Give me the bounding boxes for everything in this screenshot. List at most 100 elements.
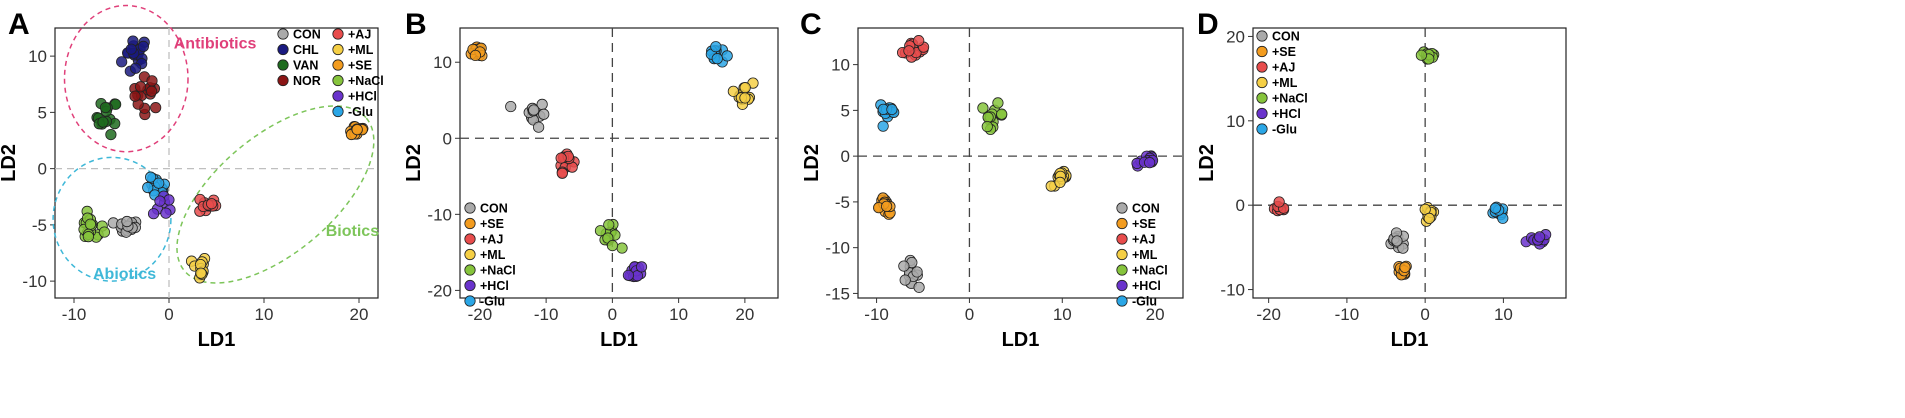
point-plus-nacl — [603, 219, 615, 231]
point-minus-glu — [877, 120, 889, 132]
x-tick-label: -10 — [1335, 305, 1360, 324]
legend-label-van: VAN — [293, 59, 318, 73]
points-layer — [465, 41, 759, 283]
point-con — [1397, 242, 1409, 254]
legend-marker-plus-nacl — [464, 264, 476, 276]
point-plus-ml — [1054, 176, 1066, 189]
y-axis-title: LD2 — [0, 144, 20, 182]
legend-marker-plus-hcl — [332, 90, 344, 102]
legend-label-plus-ml: +ML — [1272, 76, 1298, 90]
point-minus-glu — [721, 50, 733, 62]
y-tick-label: 10 — [28, 47, 47, 66]
point-nor — [146, 75, 158, 87]
x-tick-label: 10 — [669, 305, 688, 324]
point-van — [97, 116, 109, 128]
point-plus-hcl — [635, 261, 648, 273]
x-tick-label: -10 — [534, 305, 559, 324]
point-plus-nacl — [98, 226, 110, 238]
legend-marker-nor — [277, 74, 289, 87]
x-axis-title: LD1 — [600, 329, 638, 351]
legend-marker-plus-se — [1256, 45, 1268, 58]
y-axis-title: LD2 — [1196, 144, 1218, 182]
plot-frame — [857, 27, 1184, 299]
point-plus-nacl — [616, 242, 628, 254]
point-nor — [129, 90, 141, 102]
region-ellipse-antibiotics — [63, 4, 189, 153]
x-axis-title: LD1 — [1002, 329, 1040, 351]
point-plus-aj — [205, 198, 218, 210]
legend-marker-plus-hcl — [1116, 279, 1128, 292]
legend-marker-plus-aj — [332, 28, 344, 40]
point-con — [911, 266, 923, 278]
x-tick-label: -10 — [62, 305, 87, 324]
legend-label-con: CON — [480, 202, 508, 216]
point-con — [121, 215, 133, 228]
region-ellipse-biotics — [176, 105, 375, 284]
point-plus-se — [1399, 261, 1411, 273]
point-plus-nacl — [992, 97, 1004, 109]
point-plus-hcl — [147, 208, 160, 220]
legend-label-plus-se: +SE — [1132, 217, 1156, 231]
point-plus-se — [351, 124, 363, 136]
legend-label-plus-aj: +AJ — [1132, 233, 1155, 247]
panel-label: C — [800, 8, 822, 41]
plot-frame — [459, 27, 779, 299]
legend-marker-van — [277, 59, 289, 71]
point-plus-nacl — [1415, 49, 1427, 61]
y-tick-label: 0 — [443, 129, 452, 148]
points-layer — [78, 35, 369, 284]
point-plus-se — [469, 49, 482, 62]
point-chl — [116, 56, 128, 68]
y-tick-label: -5 — [32, 216, 47, 235]
point-con — [913, 281, 925, 293]
x-tick-label: -10 — [864, 305, 889, 324]
legend-label-con: CON — [293, 28, 321, 42]
plot-frame — [54, 27, 379, 299]
x-tick-label: -20 — [468, 305, 493, 324]
panel-b: B -20 -10 0 10 20 10 0 -10 -20 LD1 LD2 CON+SE +AJ+ML +… — [403, 8, 779, 351]
point-plus-ml — [195, 267, 207, 279]
point-plus-hcl — [1144, 157, 1156, 169]
legend-marker-plus-nacl — [1256, 92, 1268, 104]
legend-label-plus-aj: +AJ — [348, 28, 371, 42]
point-con — [898, 260, 910, 272]
x-tick-label: 10 — [1494, 305, 1513, 324]
y-tick-label: -5 — [835, 193, 850, 212]
points-layer — [873, 35, 1159, 293]
legend-label-chl: CHL — [293, 43, 319, 57]
x-tick-label: 0 — [164, 305, 173, 324]
point-plus-aj — [1273, 196, 1285, 208]
y-tick-label: 0 — [1236, 196, 1245, 215]
point-plus-hcl — [1534, 231, 1546, 243]
legend-marker-con — [464, 202, 476, 214]
legend-marker-con — [1116, 202, 1128, 214]
legend-marker-plus-ml — [1116, 248, 1128, 261]
point-minus-glu — [711, 53, 723, 65]
legend-marker-plus-nacl — [332, 74, 344, 87]
panel-a: A -10 0 10 20 10 5 0 -5 -10 LD1 LD2 Antibiotics Abiot… — [0, 4, 384, 351]
legend-label-plus-hcl: +HCl — [1132, 279, 1161, 293]
point-plus-aj — [555, 152, 567, 164]
point-plus-aj — [556, 167, 568, 179]
legend-label-plus-nacl: +NaCl — [1132, 264, 1168, 278]
y-tick-label: -20 — [427, 281, 452, 300]
x-tick-label: 0 — [965, 305, 974, 324]
legend-label-plus-aj: +AJ — [1272, 61, 1295, 75]
y-tick-label: 0 — [841, 147, 850, 166]
legend-marker-plus-se — [1116, 217, 1128, 230]
legend-label-plus-nacl: +NaCl — [1272, 92, 1308, 106]
point-minus-glu — [142, 181, 154, 194]
x-tick-label: -20 — [1256, 305, 1281, 324]
y-tick-label: 20 — [1226, 27, 1245, 46]
legend-label-plus-ml: +ML — [348, 43, 374, 57]
legend-marker-plus-aj — [464, 233, 476, 245]
point-chl — [125, 43, 137, 55]
panel-d: D -20 -10 0 10 20 10 0 -10 LD1 LD2 CON+SE +AJ+ML +NaC… — [1196, 8, 1567, 351]
point-plus-ml — [739, 82, 751, 94]
point-chl — [129, 62, 142, 74]
region-label-antibiotics: Antibiotics — [174, 35, 257, 52]
point-con — [899, 274, 911, 286]
legend-label-minus-glu: -Glu — [348, 105, 373, 119]
x-tick-label: 20 — [350, 305, 369, 324]
